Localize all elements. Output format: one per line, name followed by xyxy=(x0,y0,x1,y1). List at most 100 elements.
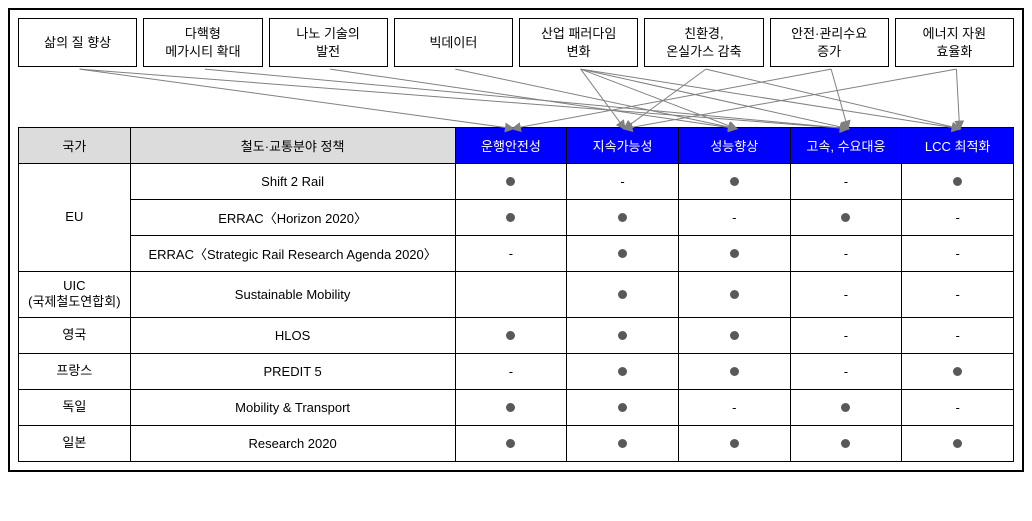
mark-cell: - xyxy=(790,164,902,200)
factor-label: 안전·관리수요증가 xyxy=(791,25,867,60)
mark-cell xyxy=(455,425,567,461)
mark-cell: - xyxy=(902,236,1014,272)
arrow-line xyxy=(80,69,848,129)
col-head-category: LCC 최적화 xyxy=(902,128,1014,164)
table-row: 영국HLOS-- xyxy=(19,317,1014,353)
mark-cell: - xyxy=(678,200,790,236)
col-head-country: 국가 xyxy=(19,128,131,164)
factor-box: 안전·관리수요증가 xyxy=(770,18,889,67)
mark-cell xyxy=(455,317,567,353)
factor-label: 다핵형메가시티 확대 xyxy=(165,25,240,60)
policy-cell: PREDIT 5 xyxy=(130,353,455,389)
dot-icon xyxy=(841,213,850,222)
arrow-line xyxy=(625,69,957,129)
dot-icon xyxy=(618,290,627,299)
arrow-line xyxy=(581,69,960,129)
policy-table: 국가 철도·교통분야 정책 운행안전성 지속가능성 성능향상 고속, 수요대응 … xyxy=(18,127,1014,462)
mark-cell xyxy=(455,272,567,318)
mark-cell: - xyxy=(455,353,567,389)
dot-icon xyxy=(618,331,627,340)
factor-box: 삶의 질 향상 xyxy=(18,18,137,67)
factor-label: 나노 기술의발전 xyxy=(296,25,359,60)
dot-icon xyxy=(506,439,515,448)
mark-cell xyxy=(678,425,790,461)
country-cell: 영국 xyxy=(19,317,131,353)
mark-cell: - xyxy=(455,236,567,272)
dot-icon xyxy=(506,331,515,340)
arrow-line xyxy=(706,69,960,129)
table-row: EUShift 2 Rail-- xyxy=(19,164,1014,200)
arrow-line xyxy=(956,69,959,129)
factor-label: 친환경,온실가스 감축 xyxy=(666,25,741,60)
factor-box: 친환경,온실가스 감축 xyxy=(644,18,763,67)
dot-icon xyxy=(618,213,627,222)
factor-box: 나노 기술의발전 xyxy=(269,18,388,67)
table-row: 일본Research 2020 xyxy=(19,425,1014,461)
mark-cell xyxy=(567,425,679,461)
col-head-category: 지속가능성 xyxy=(567,128,679,164)
mark-cell xyxy=(678,353,790,389)
dot-icon xyxy=(730,249,739,258)
dot-icon xyxy=(618,403,627,412)
policy-cell: Shift 2 Rail xyxy=(130,164,455,200)
table-row: ERRAC〈Horizon 2020〉-- xyxy=(19,200,1014,236)
mark-cell xyxy=(567,389,679,425)
mark-cell xyxy=(567,272,679,318)
table-row: ERRAC〈Strategic Rail Research Agenda 202… xyxy=(19,236,1014,272)
col-head-category: 고속, 수요대응 xyxy=(790,128,902,164)
dot-icon xyxy=(953,439,962,448)
arrow-line xyxy=(581,69,737,129)
mark-cell xyxy=(567,200,679,236)
mark-cell: - xyxy=(902,389,1014,425)
arrow-line xyxy=(330,69,736,129)
dot-icon xyxy=(506,213,515,222)
mark-cell: - xyxy=(790,353,902,389)
dot-icon xyxy=(618,367,627,376)
mark-cell xyxy=(902,425,1014,461)
policy-cell: ERRAC〈Strategic Rail Research Agenda 202… xyxy=(130,236,455,272)
table-row: 독일Mobility & Transport - - xyxy=(19,389,1014,425)
dot-icon xyxy=(730,439,739,448)
dot-icon xyxy=(841,439,850,448)
arrow-line xyxy=(581,69,625,129)
dot-icon xyxy=(618,249,627,258)
dot-icon xyxy=(953,177,962,186)
factor-label: 삶의 질 향상 xyxy=(44,34,111,52)
factor-label: 산업 패러다임변화 xyxy=(541,25,616,60)
col-head-policy: 철도·교통분야 정책 xyxy=(130,128,455,164)
factor-box: 다핵형메가시티 확대 xyxy=(143,18,262,67)
mark-cell xyxy=(790,389,902,425)
mark-cell: - xyxy=(902,272,1014,318)
mark-cell: - xyxy=(567,164,679,200)
policy-cell: HLOS xyxy=(130,317,455,353)
col-head-category: 성능향상 xyxy=(678,128,790,164)
country-cell: 독일 xyxy=(19,389,131,425)
dot-icon xyxy=(953,367,962,376)
dot-icon xyxy=(618,439,627,448)
factor-box: 빅데이터 xyxy=(394,18,513,67)
dot-icon xyxy=(506,177,515,186)
mark-cell xyxy=(455,164,567,200)
factor-box: 산업 패러다임변화 xyxy=(519,18,638,67)
country-cell: UIC(국제철도연합회) xyxy=(19,272,131,318)
dot-icon xyxy=(730,331,739,340)
arrow-line xyxy=(455,69,736,129)
mark-cell xyxy=(567,317,679,353)
factor-label: 에너지 자원효율화 xyxy=(923,25,986,60)
policy-cell: Sustainable Mobility xyxy=(130,272,455,318)
country-cell: 일본 xyxy=(19,425,131,461)
mark-cell: - xyxy=(678,389,790,425)
mark-cell: - xyxy=(790,236,902,272)
policy-cell: Mobility & Transport xyxy=(130,389,455,425)
arrow-line xyxy=(831,69,848,129)
country-cell: 프랑스 xyxy=(19,353,131,389)
mark-cell: - xyxy=(902,317,1014,353)
arrow-line xyxy=(80,69,513,129)
dot-icon xyxy=(730,367,739,376)
policy-cell: Research 2020 xyxy=(130,425,455,461)
mark-cell xyxy=(902,353,1014,389)
mark-cell xyxy=(678,164,790,200)
table-body: EUShift 2 Rail--ERRAC〈Horizon 2020〉--ERR… xyxy=(19,164,1014,462)
table-header-row: 국가 철도·교통분야 정책 운행안전성 지속가능성 성능향상 고속, 수요대응 … xyxy=(19,128,1014,164)
arrow-line xyxy=(513,69,831,129)
